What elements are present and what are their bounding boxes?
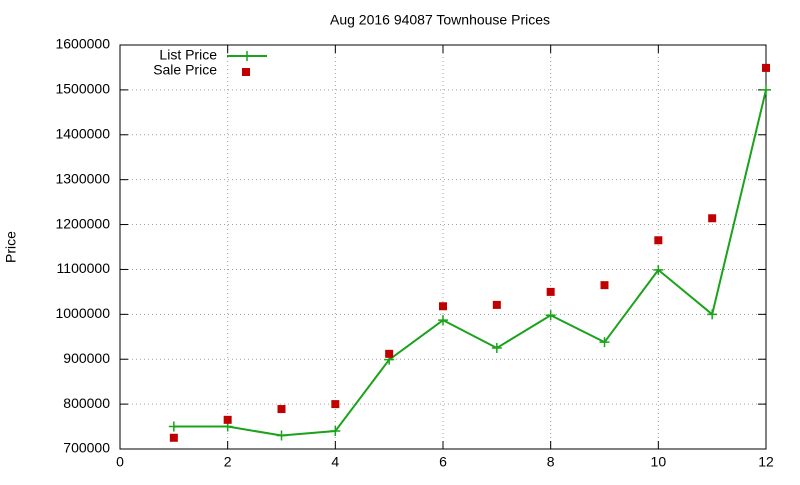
point-marker [438, 315, 448, 326]
legend-swatch [242, 68, 250, 76]
point-marker [707, 309, 718, 320]
y-tick-label: 900000 [63, 350, 110, 366]
point-marker [761, 84, 771, 95]
y-tick-label: 1000000 [55, 305, 110, 321]
plot-frame [119, 44, 767, 450]
point-marker [599, 337, 610, 348]
point-marker [330, 426, 341, 437]
point [654, 236, 663, 245]
y-tick-label: 1600000 [55, 36, 110, 52]
point-marker [168, 421, 179, 432]
point-marker [491, 343, 502, 353]
point-marker [545, 310, 556, 321]
point [600, 281, 609, 290]
point [708, 214, 717, 223]
y-tick-label: 1400000 [55, 125, 110, 141]
y-tick-label: 700000 [63, 440, 110, 456]
y-axis-label: Price [3, 231, 19, 263]
point [331, 400, 340, 409]
chart-title: Aug 2016 94087 Townhouse Prices [330, 12, 550, 28]
y-tick-label: 1300000 [55, 170, 110, 186]
x-tick-label: 4 [331, 454, 339, 470]
y-tick-label: 800000 [63, 395, 110, 411]
x-tick-label: 8 [547, 454, 555, 470]
legend-swatch [242, 51, 252, 61]
point [385, 349, 394, 358]
x-tick-label: 12 [758, 454, 774, 470]
y-tick-label: 1100000 [57, 260, 111, 276]
legend-label: List Price [159, 47, 217, 63]
point [762, 63, 770, 72]
point [223, 415, 232, 424]
point [169, 433, 178, 442]
point-marker [276, 430, 287, 441]
point [546, 287, 555, 296]
point [277, 405, 286, 414]
x-tick-label: 2 [224, 454, 232, 470]
y-tick-label: 1200000 [55, 215, 110, 231]
legend-label: Sale Price [153, 62, 217, 78]
line [173, 89, 767, 437]
point [492, 300, 501, 309]
x-tick-label: 6 [439, 454, 447, 470]
y-tick-label: 1500000 [55, 81, 110, 97]
point-marker [653, 264, 664, 275]
x-tick-label: 0 [116, 454, 124, 470]
point [439, 302, 447, 311]
x-tick-label: 10 [651, 454, 667, 470]
